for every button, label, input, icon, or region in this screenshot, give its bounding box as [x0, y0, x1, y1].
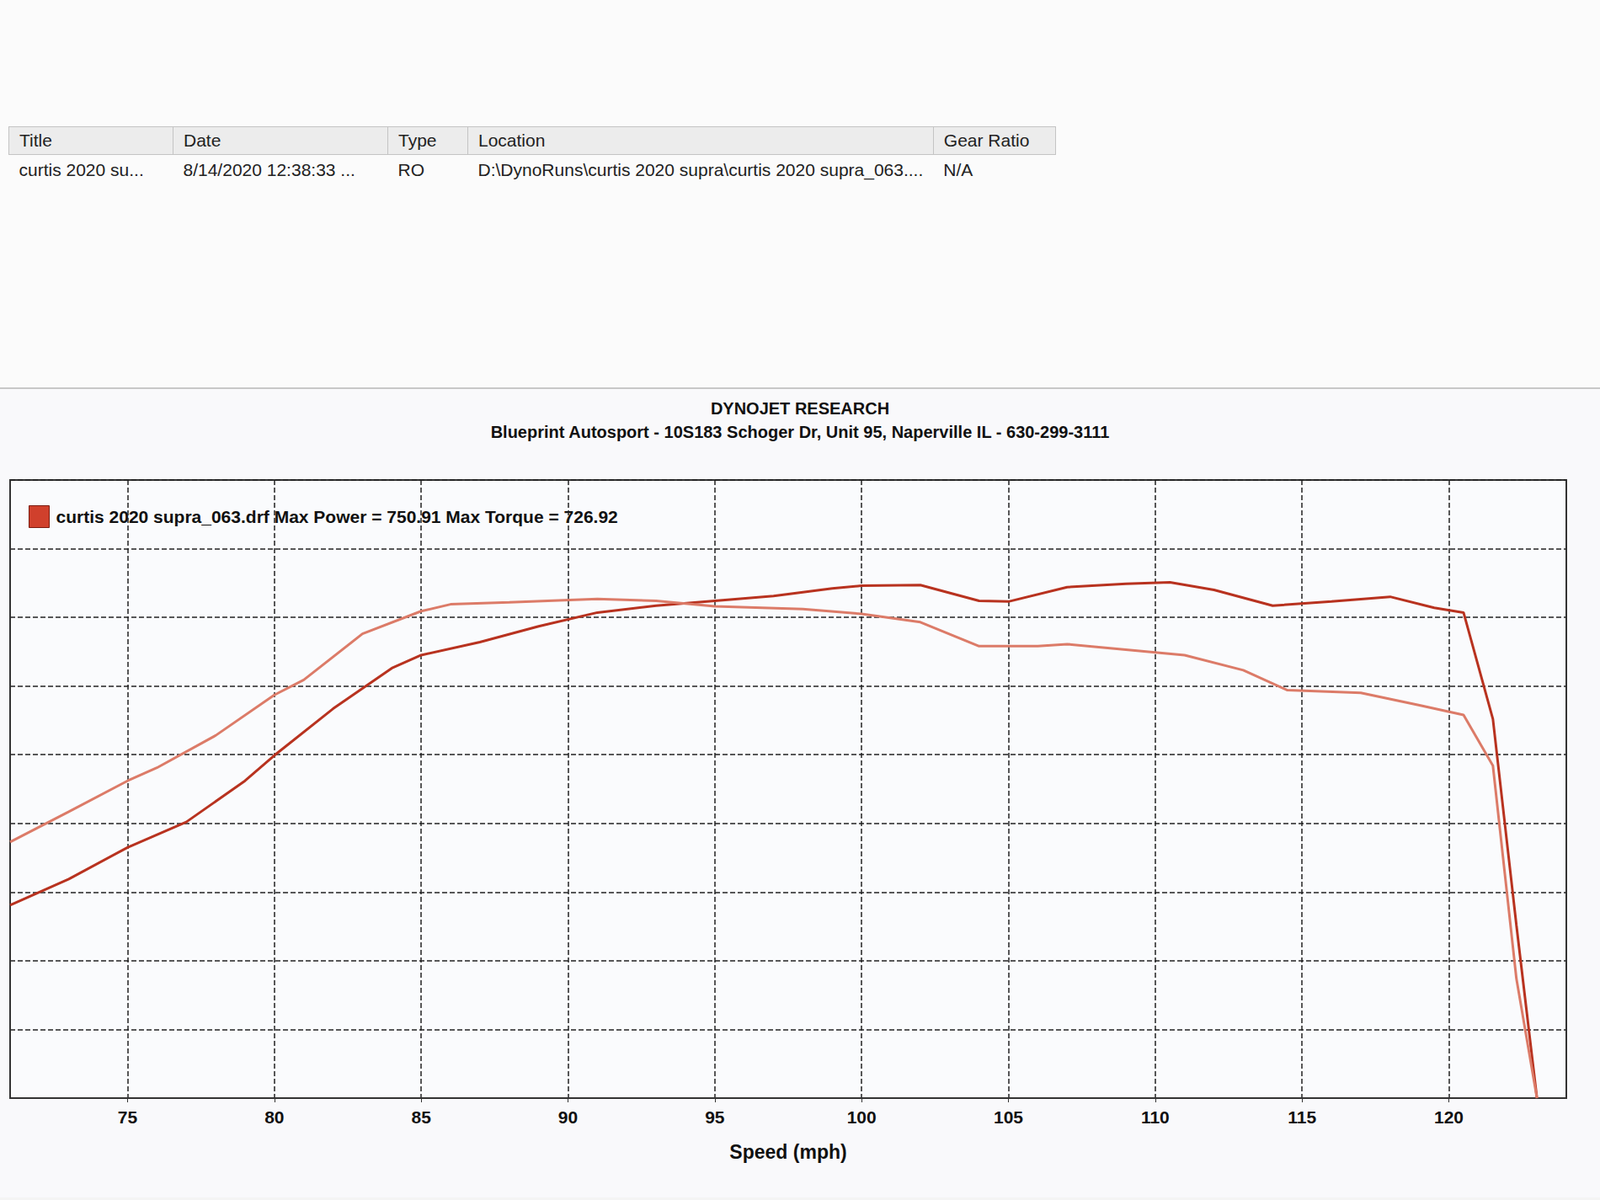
svg-text:95: 95: [704, 1107, 726, 1127]
svg-text:90: 90: [558, 1107, 578, 1127]
html-text:N/A: N/A: [943, 160, 973, 180]
html-text:Location: Location: [478, 130, 546, 150]
svg-text:Speed (mph): Speed (mph): [729, 1141, 847, 1163]
svg-text:115: 115: [1287, 1107, 1317, 1127]
svg-text:105: 105: [993, 1107, 1024, 1127]
html-text:Date: Date: [183, 130, 221, 150]
html-text:Gear Ratio: Gear Ratio: [943, 130, 1030, 150]
html-text:8/14/2020 12:38:33 ...: 8/14/2020 12:38:33 ...: [183, 160, 356, 180]
svg-text:120: 120: [1434, 1107, 1464, 1127]
svg-text:80: 80: [264, 1107, 284, 1127]
svg-text:100: 100: [847, 1107, 877, 1127]
html-text:curtis 2020 su...: curtis 2020 su...: [18, 160, 144, 180]
svg-text:75: 75: [117, 1107, 139, 1127]
html-text:D:\DynoRuns\curtis 2020 supra\: D:\DynoRuns\curtis 2020 supra\curtis 202…: [477, 160, 924, 180]
html-text:Type: Type: [398, 130, 437, 150]
svg-text:85: 85: [410, 1107, 432, 1127]
svg-text:curtis 2020 supra_063.drf Max: curtis 2020 supra_063.drf Max Power = 75…: [56, 506, 619, 527]
svg-text:DYNOJET RESEARCH: DYNOJET RESEARCH: [710, 399, 890, 418]
html-text:RO: RO: [397, 160, 425, 180]
svg-text:Blueprint Autosport - 10S183 S: Blueprint Autosport - 10S183 Schoger Dr,…: [490, 422, 1110, 442]
html-text:Title: Title: [19, 130, 53, 150]
svg-text:110: 110: [1141, 1107, 1170, 1127]
